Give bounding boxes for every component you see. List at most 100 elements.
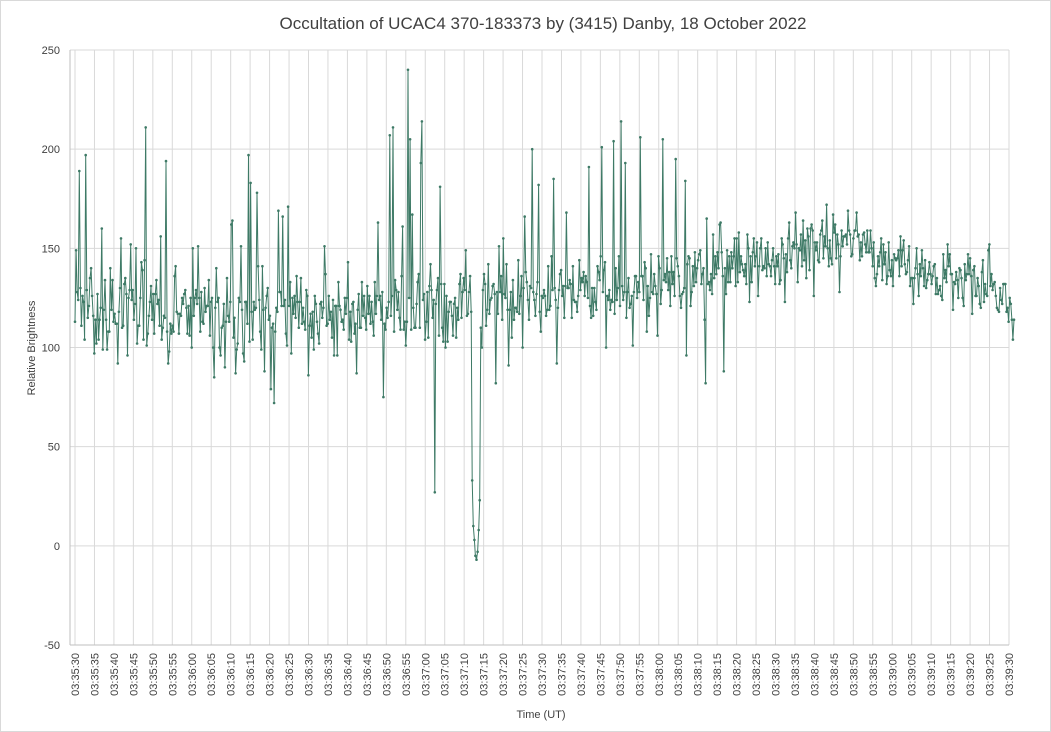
data-point	[735, 237, 738, 240]
data-point	[146, 332, 150, 335]
data-point	[312, 348, 316, 351]
data-point	[554, 298, 557, 302]
data-point	[780, 237, 783, 240]
data-point	[235, 348, 238, 351]
data-point	[1000, 302, 1004, 306]
x-axis-tick-labels: 03:35:30 03:35:35 03:35:40 03:35:45 03:35:50…	[70, 653, 1016, 696]
data-point	[509, 290, 513, 294]
data-point	[961, 296, 964, 300]
data-point	[720, 251, 723, 254]
data-point	[723, 266, 727, 270]
data-point	[103, 278, 107, 282]
data-point	[542, 288, 546, 292]
data-point	[264, 306, 267, 310]
data-point	[166, 362, 170, 365]
data-point	[401, 225, 404, 228]
data-point	[248, 340, 251, 343]
data-point	[424, 320, 428, 324]
data-point	[599, 255, 602, 258]
data-point	[215, 266, 218, 270]
data-point	[604, 346, 608, 349]
data-point	[904, 272, 908, 276]
data-point	[261, 264, 264, 268]
data-point	[921, 266, 925, 270]
data-point	[664, 280, 668, 284]
data-point	[316, 332, 320, 335]
data-point	[685, 354, 688, 357]
data-point	[371, 320, 375, 324]
data-point	[160, 338, 163, 341]
data-point	[885, 282, 888, 286]
data-point	[605, 294, 609, 298]
data-point	[459, 272, 462, 276]
data-point	[222, 302, 226, 306]
data-point	[214, 306, 217, 310]
data-point	[591, 314, 595, 318]
data-point	[143, 258, 146, 262]
data-point	[876, 255, 880, 258]
data-point	[485, 308, 489, 312]
data-point	[308, 324, 311, 328]
data-point	[163, 316, 167, 320]
data-point	[587, 165, 591, 169]
data-point	[796, 280, 799, 284]
data-point	[505, 262, 508, 266]
data-point	[387, 300, 391, 304]
data-point	[930, 282, 933, 286]
x-tick-label: 03:37:30	[537, 653, 549, 696]
data-point	[463, 288, 467, 292]
data-point	[905, 270, 909, 274]
data-point	[449, 300, 453, 304]
data-point	[499, 274, 503, 278]
data-point	[550, 255, 553, 258]
data-point	[211, 346, 215, 349]
data-point	[918, 262, 922, 266]
data-point	[348, 310, 352, 314]
data-point	[439, 282, 443, 286]
data-point	[313, 294, 317, 298]
data-point	[676, 264, 680, 268]
data-point	[328, 318, 332, 322]
data-point	[593, 286, 596, 290]
data-point	[537, 183, 540, 187]
data-point	[320, 300, 323, 304]
data-point	[598, 278, 601, 282]
data-point	[468, 274, 472, 278]
data-point	[337, 280, 340, 284]
data-point	[404, 344, 408, 347]
data-point	[515, 310, 519, 314]
data-point	[978, 302, 981, 306]
data-point	[523, 215, 526, 218]
data-point	[543, 294, 547, 298]
data-point	[630, 294, 634, 298]
data-point	[271, 322, 275, 326]
data-point	[635, 296, 639, 300]
data-point	[161, 326, 165, 330]
data-point	[988, 243, 991, 246]
data-point	[397, 290, 400, 294]
data-point	[737, 231, 741, 234]
data-point	[541, 296, 545, 300]
data-point	[462, 276, 466, 280]
data-point	[595, 308, 598, 312]
data-point	[514, 306, 518, 310]
data-point	[873, 276, 877, 280]
data-point	[812, 294, 816, 298]
data-point	[87, 304, 91, 308]
data-point	[172, 330, 175, 333]
data-point	[226, 314, 230, 318]
data-point	[568, 278, 571, 282]
data-point	[420, 120, 424, 123]
data-point	[879, 237, 883, 240]
data-point	[178, 312, 182, 316]
x-tick-label: 03:36:40	[342, 653, 354, 696]
data-point	[857, 233, 860, 236]
data-point	[752, 237, 756, 240]
data-point	[125, 292, 128, 296]
data-point	[684, 179, 687, 183]
data-point	[667, 270, 671, 274]
data-point	[619, 120, 623, 123]
data-point	[407, 296, 411, 300]
data-point	[73, 320, 77, 324]
